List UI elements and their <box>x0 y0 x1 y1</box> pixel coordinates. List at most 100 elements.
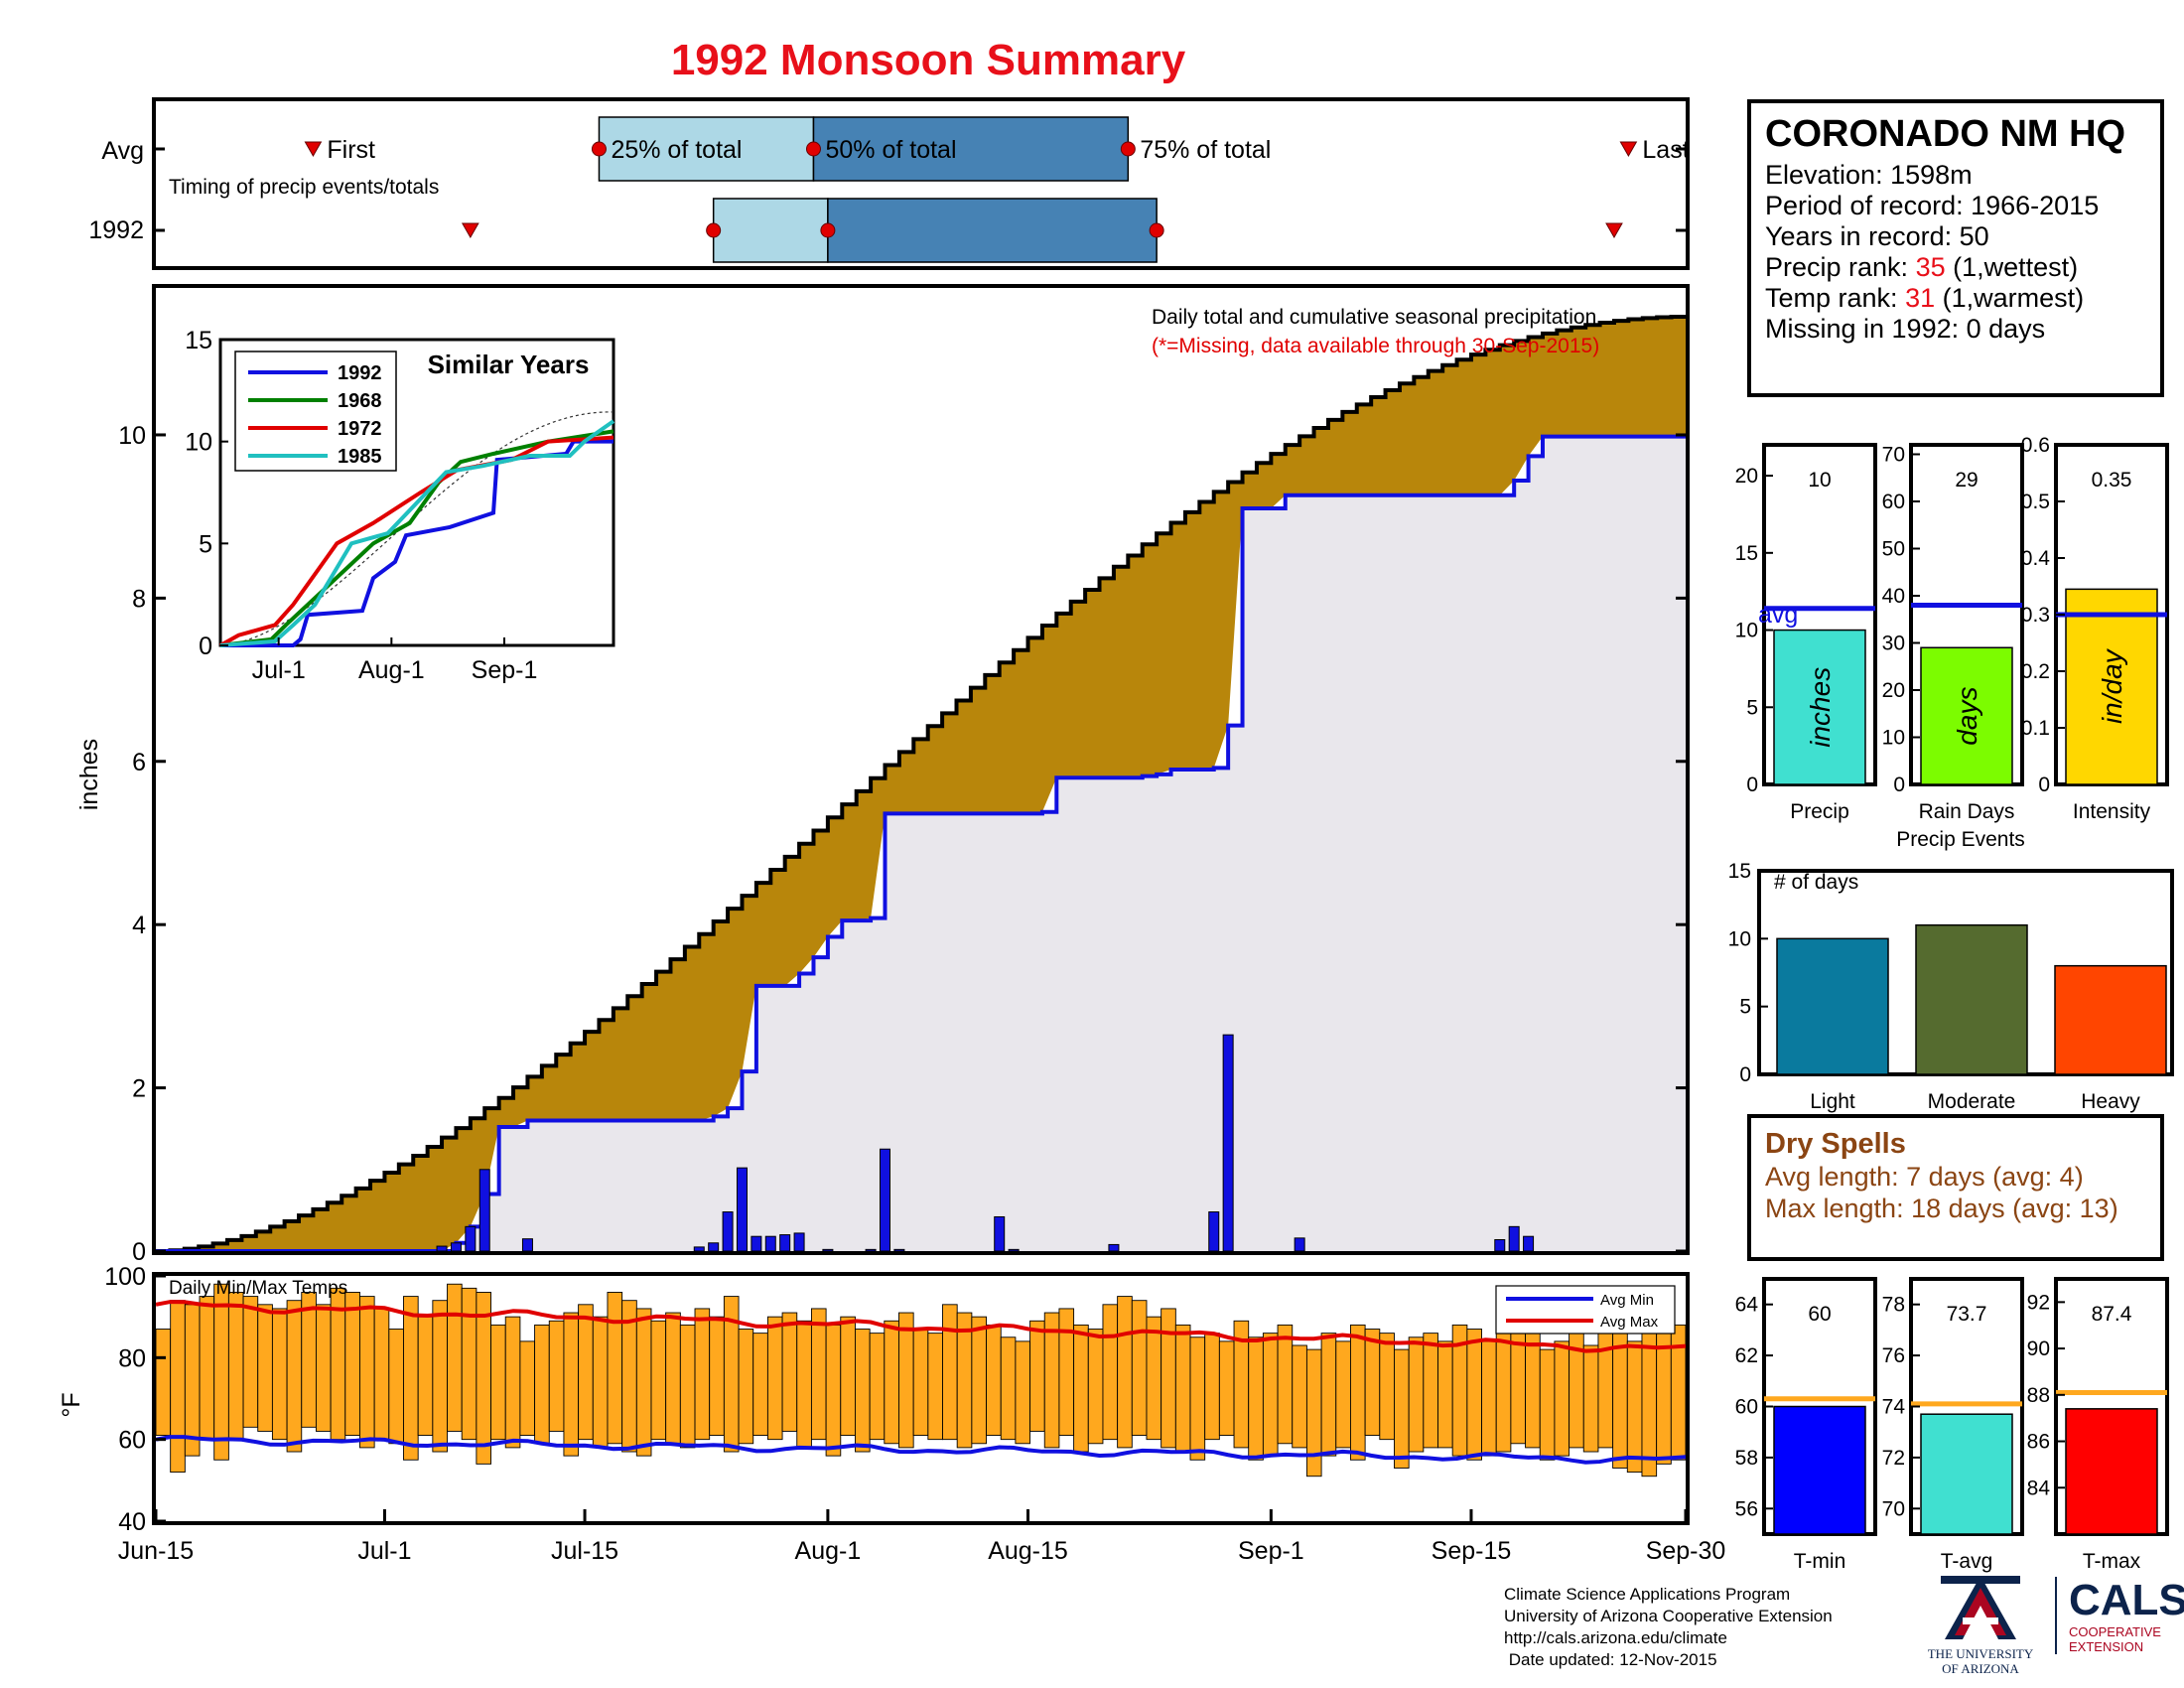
temp-bar <box>519 1340 536 1437</box>
inset-legend-label-1992: 1992 <box>338 362 382 384</box>
dry-spells-avg: Avg length: 7 days (avg: 4) <box>1765 1162 2084 1192</box>
temp-rank-suffix: (1,warmest) <box>1935 283 2085 313</box>
precip-stat-3-ytick-label: 0.4 <box>2021 547 2051 570</box>
temp-bar <box>810 1308 827 1441</box>
precip-stat-1-label: Precip <box>1790 800 1849 823</box>
temp-bar <box>373 1308 390 1441</box>
temp-rank-prefix: Temp rank: <box>1765 283 1906 313</box>
temp-bar <box>1612 1324 1628 1469</box>
temp-bar <box>1087 1329 1104 1445</box>
temp-stat-1-frame <box>1762 1277 1877 1536</box>
temp-stat-2-ytick-label: 72 <box>1882 1447 1905 1470</box>
temp-bar <box>825 1324 842 1457</box>
inset-ytick-label: 5 <box>199 530 212 558</box>
station-temp-rank: Temp rank: 31 (1,warmest) <box>1765 283 2146 314</box>
precip-stat-1-bar <box>1773 629 1866 785</box>
temps-ytick-label: 100 <box>104 1263 146 1291</box>
inset-legend-label-1972: 1972 <box>338 418 382 440</box>
inset-xtick-label: Jul-1 <box>252 656 306 684</box>
inset-xtick-label: Sep-1 <box>472 656 538 684</box>
precip-stat-1-avg-label: avg <box>1758 601 1798 629</box>
avg-pct-marker-2 <box>805 141 821 157</box>
temp-stat-1-label: T-min <box>1794 1550 1846 1573</box>
precip-stat-3-ytick-label: 0.3 <box>2021 604 2050 627</box>
precip-stat-1-value-label: 10 <box>1808 469 1831 492</box>
temp-bar <box>1379 1333 1395 1441</box>
precip-events-label-heavy: Heavy <box>2081 1090 2140 1113</box>
temp-bar <box>971 1316 987 1445</box>
temp-bar <box>1423 1333 1438 1449</box>
temp-stat-3-frame <box>2054 1277 2169 1536</box>
station-precip-rank: Precip rank: 35 (1,wettest) <box>1765 252 2146 283</box>
daily-precip-bar <box>1508 1225 1520 1252</box>
precip-stat-2-ytick-label: 10 <box>1882 727 1905 750</box>
credits: Climate Science Applications Program Uni… <box>1504 1584 1833 1671</box>
temp-bar <box>1204 1333 1220 1441</box>
pct-label-2: 50% of total <box>825 136 956 164</box>
cals-line-2: EXTENSION <box>2069 1639 2144 1654</box>
temp-stat-3-label: T-max <box>2083 1550 2141 1573</box>
inset-line-1968 <box>219 429 614 647</box>
year-cumulative-line <box>156 434 1686 1253</box>
main-ytick-label: 0 <box>132 1238 146 1266</box>
temp-bar <box>1233 1320 1250 1449</box>
temp-bar <box>635 1308 652 1457</box>
temp-stat-3-ytick-label: 88 <box>2027 1384 2050 1407</box>
temp-bar <box>286 1300 303 1453</box>
daily-precip-bar <box>1108 1243 1120 1252</box>
temp-bar <box>1554 1340 1570 1457</box>
main-ylabel: inches <box>75 739 103 810</box>
avg-pct-marker-3 <box>1120 141 1136 157</box>
daily-precip-bar <box>1523 1235 1535 1252</box>
temp-bar <box>315 1304 332 1432</box>
cals-wordmark: CALS <box>2069 1576 2184 1624</box>
ua-line-1: THE UNIVERSITY <box>1927 1646 2034 1661</box>
temp-bar <box>1437 1340 1453 1449</box>
year-q1-box <box>712 198 829 263</box>
precip-stat-3-ytick-label: 0.5 <box>2021 491 2050 513</box>
credits-line-3[interactable]: http://cals.arizona.edu/climate <box>1504 1628 1727 1647</box>
precip-stat-2-ytick-label: 30 <box>1882 633 1905 655</box>
year-cumulative-fill <box>156 436 1686 1251</box>
inset-ytick-label: 10 <box>185 429 212 457</box>
temp-bar <box>1569 1333 1584 1449</box>
main-ytick-label: 10 <box>118 422 146 450</box>
timing-caption: Timing of precip events/totals <box>169 176 439 199</box>
precip-stat-3-unit-label: in/day <box>2097 647 2127 724</box>
avg-above-year-fill <box>156 316 1686 1251</box>
temp-stat-1-ytick-label: 64 <box>1735 1294 1759 1317</box>
last-label: Last <box>1642 136 1689 164</box>
daily-precip-bar <box>521 1238 533 1252</box>
temp-stat-3-bar <box>2065 1408 2158 1535</box>
precip-stat-3-value-label: 0.35 <box>2092 469 2132 492</box>
temp-bar <box>184 1304 201 1457</box>
temp-bar <box>738 1329 754 1445</box>
temp-bar <box>1656 1324 1672 1465</box>
temp-bar <box>927 1333 943 1441</box>
main-frame <box>152 284 1690 1255</box>
daily-precip-bar <box>879 1148 890 1252</box>
precip-events-frame <box>1757 869 2174 1076</box>
avg-first-marker <box>304 141 323 158</box>
temp-bar <box>199 1296 215 1441</box>
station-missing: Missing in 1992: 0 days <box>1765 314 2046 344</box>
temp-bar <box>1320 1333 1337 1457</box>
dry-spells-title: Dry Spells <box>1765 1128 1906 1160</box>
temp-bar <box>388 1329 404 1445</box>
daily-precip-bar <box>822 1248 834 1252</box>
main-annotation-note: (*=Missing, data available through 30-Se… <box>1152 335 1599 357</box>
temp-bar <box>1248 1336 1264 1461</box>
inset-line-1992 <box>220 439 614 647</box>
university-of-arizona-logo: THE UNIVERSITY OF ARIZONA <box>1921 1574 2040 1676</box>
main-ytick-label: 2 <box>132 1075 146 1103</box>
temp-stat-3-ytick-label: 84 <box>2027 1477 2051 1499</box>
precip-stat-2-ytick-label: 70 <box>1882 444 1905 467</box>
year-pct-marker-1 <box>706 222 722 238</box>
temp-bar <box>1029 1320 1045 1432</box>
temp-stat-1-value-label: 60 <box>1808 1303 1831 1326</box>
inset-legend-label-1985: 1985 <box>338 446 382 468</box>
inset-ytick-label: 0 <box>199 633 212 660</box>
precip-stat-3-ytick-label: 0 <box>2038 774 2050 796</box>
temp-bar <box>766 1316 783 1441</box>
station-period: Period of record: 1966-2015 <box>1765 191 2100 220</box>
